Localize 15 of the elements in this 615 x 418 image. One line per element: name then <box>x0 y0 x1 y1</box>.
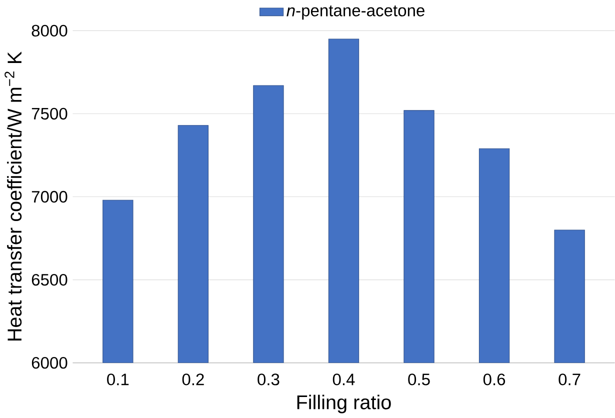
x-tick-label: 0.1 <box>107 374 129 386</box>
y-tick-label: 7500 <box>32 108 68 120</box>
x-tick-label: 0.6 <box>483 374 506 386</box>
x-tick-label: 0.2 <box>182 374 204 386</box>
y-axis-title: Heat transfer coefficient/W m$^{−2}$ K <box>4 52 22 341</box>
y-tick-label: 6000 <box>32 357 68 369</box>
x-tick-label: 0.7 <box>558 374 580 386</box>
x-tick-label: 0.3 <box>258 374 280 386</box>
x-axis-title: Filling ratio <box>297 394 391 414</box>
y-tick-label: 8000 <box>32 24 68 37</box>
y-tick-label: 6500 <box>32 274 68 286</box>
x-tick-label: 0.5 <box>408 374 430 386</box>
x-tick-label: 0.4 <box>332 374 355 386</box>
legend-label: n-pentane-acetone <box>286 6 424 20</box>
y-tick-label: 7000 <box>32 190 68 203</box>
